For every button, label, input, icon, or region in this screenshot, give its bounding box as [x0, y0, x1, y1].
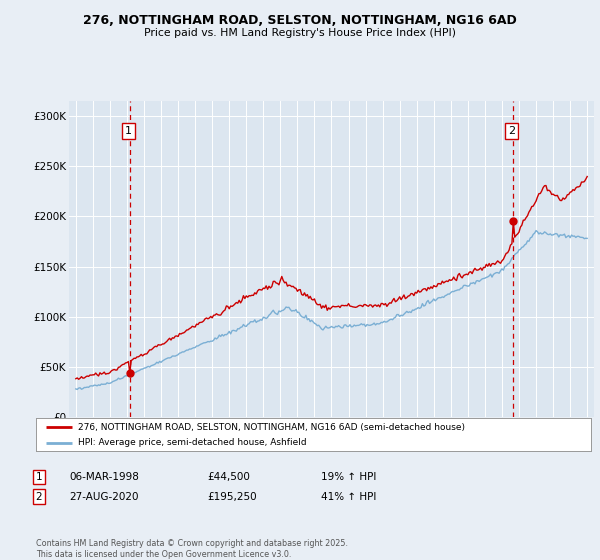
Text: 276, NOTTINGHAM ROAD, SELSTON, NOTTINGHAM, NG16 6AD (semi-detached house): 276, NOTTINGHAM ROAD, SELSTON, NOTTINGHA…	[77, 423, 464, 432]
Text: £44,500: £44,500	[207, 472, 250, 482]
Text: Price paid vs. HM Land Registry's House Price Index (HPI): Price paid vs. HM Land Registry's House …	[144, 28, 456, 38]
Text: HPI: Average price, semi-detached house, Ashfield: HPI: Average price, semi-detached house,…	[77, 438, 306, 447]
Text: 19% ↑ HPI: 19% ↑ HPI	[321, 472, 376, 482]
Text: 2: 2	[508, 126, 515, 136]
Text: 06-MAR-1998: 06-MAR-1998	[69, 472, 139, 482]
Text: £195,250: £195,250	[207, 492, 257, 502]
Text: 1: 1	[125, 126, 132, 136]
Text: 41% ↑ HPI: 41% ↑ HPI	[321, 492, 376, 502]
Text: 2: 2	[35, 492, 43, 502]
Text: 27-AUG-2020: 27-AUG-2020	[69, 492, 139, 502]
Text: 276, NOTTINGHAM ROAD, SELSTON, NOTTINGHAM, NG16 6AD: 276, NOTTINGHAM ROAD, SELSTON, NOTTINGHA…	[83, 14, 517, 27]
Text: Contains HM Land Registry data © Crown copyright and database right 2025.
This d: Contains HM Land Registry data © Crown c…	[36, 539, 348, 559]
Text: 1: 1	[35, 472, 43, 482]
